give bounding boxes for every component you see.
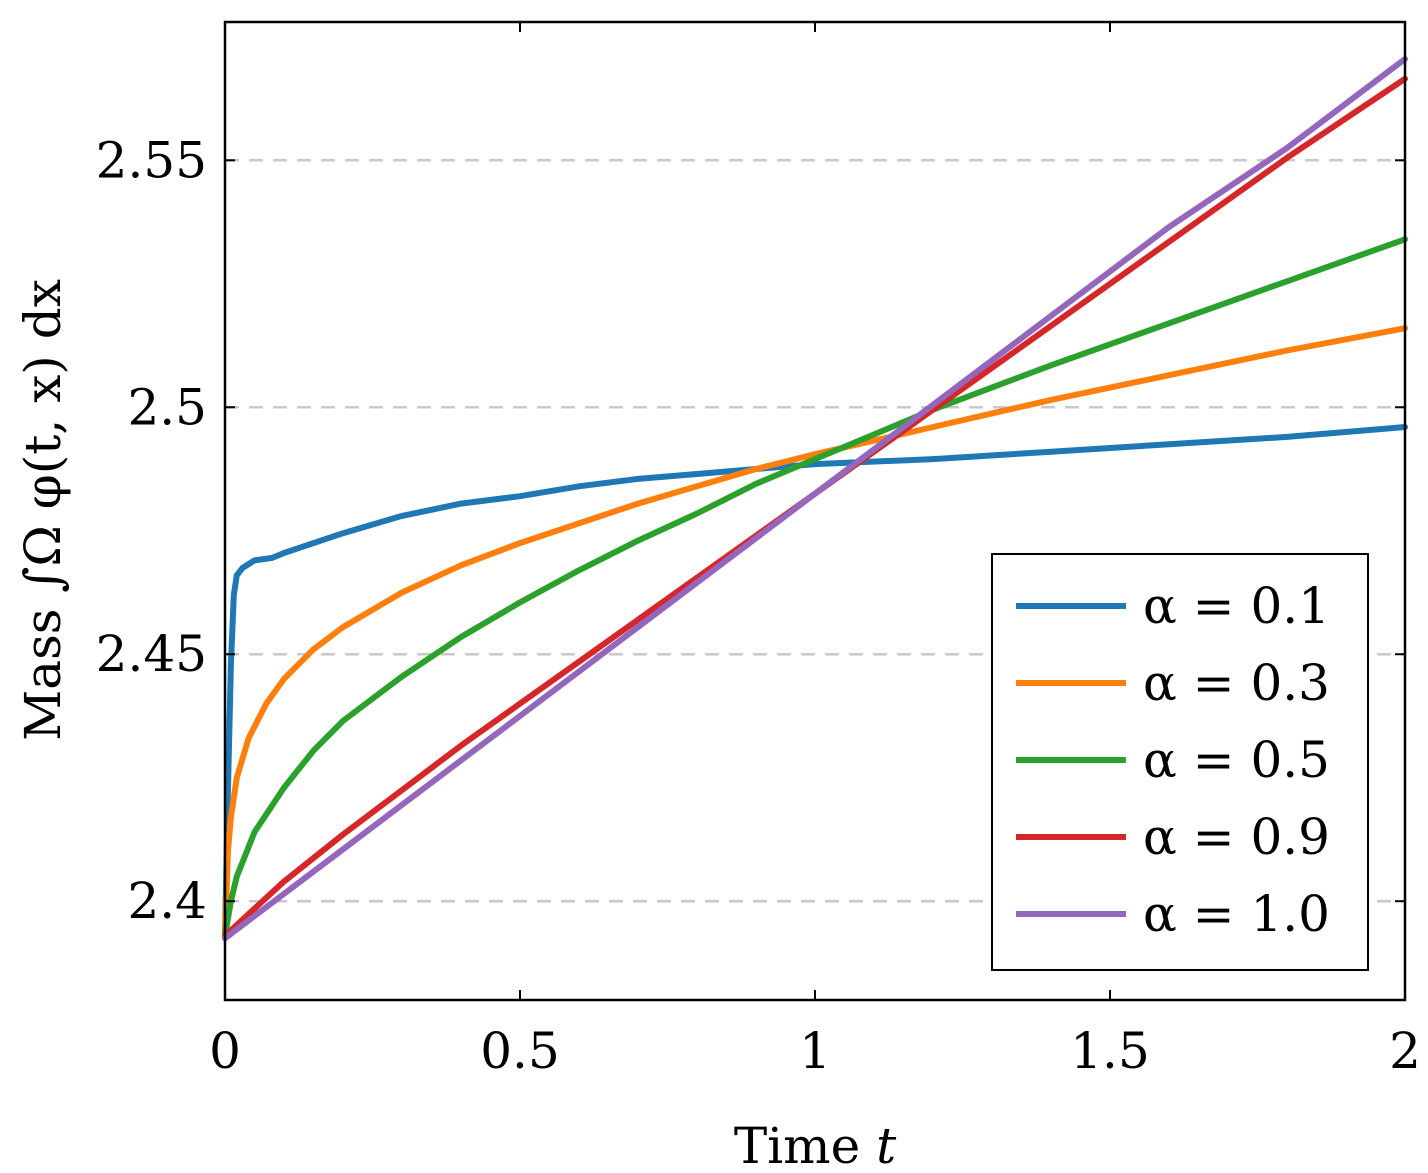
x-tick-label: 0.5 bbox=[480, 1022, 560, 1080]
series-line-1 bbox=[222, 424, 1408, 939]
x-tick-label: 1.5 bbox=[1070, 1022, 1150, 1080]
legend: α = 0.1 α = 0.3 α = 0.5 α = 0.9 α = 1.0 bbox=[991, 553, 1369, 971]
x-tick-label: 2 bbox=[1389, 1022, 1421, 1080]
y-axis-label: Mass ∫Ω φ(t, x) dx bbox=[14, 279, 72, 741]
legend-label-4: α = 0.9 bbox=[1143, 808, 1330, 866]
legend-label-3: α = 0.5 bbox=[1143, 731, 1330, 789]
series-line-3 bbox=[222, 236, 1408, 939]
y-tick-label: 2.4 bbox=[127, 872, 207, 930]
y-tick-label: 2.5 bbox=[127, 378, 207, 436]
x-tick-label: 1 bbox=[799, 1022, 831, 1080]
x-axis-label-var: t bbox=[876, 1117, 897, 1173]
grid-lines bbox=[225, 159, 1405, 903]
axis-ticks: 2.4 2.45 2.5 2.55 0 0.5 1 1.5 2 bbox=[96, 22, 1421, 1080]
x-tick-label: 0 bbox=[209, 1022, 241, 1080]
series-lines bbox=[222, 56, 1408, 942]
y-tick-label: 2.55 bbox=[96, 131, 207, 189]
legend-label-5: α = 1.0 bbox=[1143, 885, 1330, 943]
series-line-5 bbox=[222, 56, 1408, 942]
legend-label-1: α = 0.1 bbox=[1143, 577, 1330, 635]
legend-label-2: α = 0.3 bbox=[1143, 654, 1330, 712]
series-line-2 bbox=[222, 325, 1408, 939]
y-tick-label: 2.45 bbox=[96, 625, 207, 683]
x-axis-label-text: Time bbox=[734, 1117, 876, 1173]
x-axis-label: Time t bbox=[734, 1117, 897, 1173]
